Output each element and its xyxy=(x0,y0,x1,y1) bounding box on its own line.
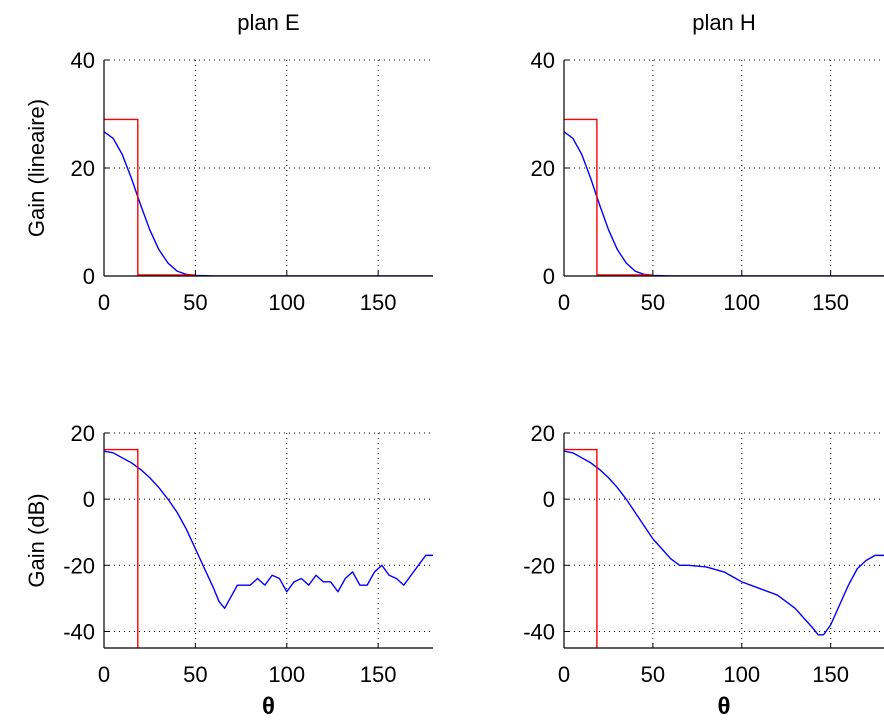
y-tick-label: 20 xyxy=(531,421,555,446)
series-group xyxy=(104,118,433,276)
y-tick-label: -20 xyxy=(63,553,95,578)
x-axis-label: θ xyxy=(262,693,275,720)
y-tick-label: 0 xyxy=(543,264,555,289)
y-tick-label: 20 xyxy=(71,156,95,181)
y-tick-label: 0 xyxy=(83,264,95,289)
y-tick-label: 40 xyxy=(71,48,95,73)
series-line-red xyxy=(104,118,196,276)
x-axis-label: θ xyxy=(718,693,731,720)
y-tick-label: 0 xyxy=(83,487,95,512)
subplot-title: plan H xyxy=(692,10,756,35)
subplot-db-e: 0 50 100 150 -40 -20 0 20 θ Gain (dB) xyxy=(24,421,433,720)
x-tick-label: 0 xyxy=(98,290,110,315)
x-tick-label: 0 xyxy=(558,662,570,687)
x-tick-label: 100 xyxy=(723,662,760,687)
x-tick-label: 100 xyxy=(268,290,305,315)
series-line-blue xyxy=(564,131,884,276)
subplot-plan-h: 0 50 100 150 0 20 40 plan H xyxy=(531,10,884,315)
y-tick-label: -40 xyxy=(523,619,555,644)
subplot-db-h: 0 50 100 150 -40 -20 0 20 θ xyxy=(523,421,884,720)
x-tick-label: 0 xyxy=(98,662,110,687)
x-tick-label: 0 xyxy=(558,290,570,315)
x-tick-label: 150 xyxy=(812,290,849,315)
x-tick-label: 150 xyxy=(360,290,397,315)
subplot-title: plan E xyxy=(237,10,299,35)
y-tick-label: -20 xyxy=(523,553,555,578)
x-tick-label: 50 xyxy=(183,662,207,687)
x-tick-label: 150 xyxy=(812,662,849,687)
series-line-blue xyxy=(104,131,433,276)
series-line-red xyxy=(564,118,653,276)
x-tick-label: 100 xyxy=(723,290,760,315)
subplot-plan-e: 0 50 100 150 0 20 40 plan E Gain (lineaire) xyxy=(24,10,433,315)
x-tick-label: 50 xyxy=(641,662,665,687)
y-tick-label: 40 xyxy=(531,48,555,73)
x-tick-label: 150 xyxy=(360,662,397,687)
y-axis-label: Gain (dB) xyxy=(24,493,49,587)
y-tick-label: -40 xyxy=(63,619,95,644)
x-tick-label: 50 xyxy=(183,290,207,315)
x-tick-label: 100 xyxy=(268,662,305,687)
series-line-blue xyxy=(104,450,433,610)
y-tick-label: 20 xyxy=(531,156,555,181)
series-line-blue xyxy=(564,450,884,636)
x-tick-label: 50 xyxy=(641,290,665,315)
y-axis-label: Gain (lineaire) xyxy=(24,99,49,237)
series-group xyxy=(564,448,884,648)
series-group xyxy=(564,118,884,276)
series-line-red xyxy=(104,448,139,648)
series-group xyxy=(104,448,433,648)
y-tick-label: 0 xyxy=(543,487,555,512)
y-tick-label: 20 xyxy=(71,421,95,446)
series-line-red xyxy=(564,448,598,648)
